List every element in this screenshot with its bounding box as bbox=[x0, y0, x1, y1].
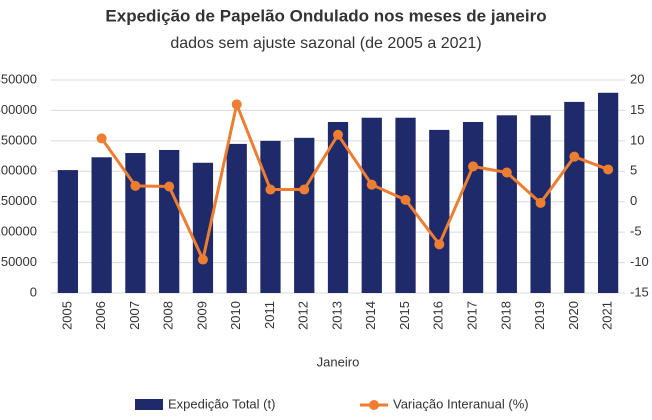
line-point bbox=[333, 129, 343, 140]
y-tick-label: 200000 bbox=[0, 163, 37, 178]
chart-subtitle: dados sem ajuste sazonal (de 2005 a 2021… bbox=[170, 35, 481, 52]
y-tick-label: 300000 bbox=[0, 102, 37, 117]
bar bbox=[125, 153, 146, 293]
line-point bbox=[400, 194, 411, 205]
y-tick-label: 350000 bbox=[0, 71, 37, 86]
x-tick-label: 2005 bbox=[59, 301, 74, 330]
line-point bbox=[501, 167, 512, 178]
legend-swatch bbox=[369, 400, 379, 410]
bar bbox=[361, 117, 382, 293]
bar bbox=[159, 149, 180, 293]
line bbox=[100, 99, 609, 265]
y2-tick-label: 0 bbox=[630, 193, 637, 208]
y-tick-label: 50000 bbox=[1, 254, 37, 269]
line-point bbox=[468, 161, 479, 172]
x-tick-label: 2016 bbox=[431, 301, 446, 330]
line-point bbox=[130, 180, 141, 191]
bar bbox=[564, 101, 585, 293]
line-point bbox=[434, 239, 445, 250]
line-point bbox=[535, 197, 546, 208]
line-point bbox=[164, 181, 175, 192]
chart-title: Expedição de Papelão Ondulado nos meses … bbox=[105, 6, 546, 25]
legend-label: Variação Interanual (%) bbox=[393, 396, 529, 411]
bar bbox=[192, 162, 214, 293]
line-point bbox=[231, 99, 242, 110]
line-point bbox=[265, 184, 276, 195]
bar bbox=[57, 170, 79, 293]
bar bbox=[327, 121, 349, 294]
x-tick-label: 2017 bbox=[464, 301, 479, 330]
x-tick-label: 2010 bbox=[228, 301, 243, 330]
bar bbox=[429, 129, 450, 293]
y-tick-label: 0 bbox=[30, 284, 37, 299]
y2-tick-label: 10 bbox=[630, 132, 644, 147]
x-tick-label: 2007 bbox=[127, 301, 142, 330]
y-tick-label: 250000 bbox=[0, 132, 37, 147]
x-tick-label: 2015 bbox=[397, 301, 412, 330]
line-point bbox=[366, 179, 377, 190]
x-tick-label: 2013 bbox=[329, 301, 344, 330]
x-tick-label: 2006 bbox=[93, 301, 108, 330]
bar bbox=[395, 117, 416, 293]
x-tick-label: 2009 bbox=[194, 301, 209, 330]
x-tick-label: 2012 bbox=[296, 301, 311, 330]
x-tick-label: 2021 bbox=[600, 301, 615, 330]
line-point bbox=[603, 164, 614, 175]
x-tick-label: 2011 bbox=[262, 301, 277, 329]
line-point bbox=[299, 184, 310, 195]
x-tick-label: 2014 bbox=[363, 301, 378, 330]
bar bbox=[462, 121, 484, 294]
x-tick-label: 2020 bbox=[566, 301, 581, 330]
bar bbox=[597, 92, 619, 293]
y-tick-label: 100000 bbox=[0, 224, 37, 239]
line-point bbox=[197, 254, 208, 265]
line-point bbox=[96, 133, 107, 144]
legend-label: Expedição Total (t) bbox=[168, 396, 275, 411]
y2-tick-label: 15 bbox=[630, 102, 644, 117]
bar bbox=[260, 140, 281, 293]
y2-tick-label: -10 bbox=[630, 254, 649, 269]
bar bbox=[91, 157, 112, 293]
y2-tick-label: -15 bbox=[630, 284, 649, 299]
x-tick-label: 2018 bbox=[498, 301, 513, 330]
y2-tick-label: 20 bbox=[630, 71, 644, 86]
x-axis-title: Janeiro bbox=[317, 354, 360, 369]
bar bbox=[294, 137, 315, 293]
y2-tick-label: 5 bbox=[630, 163, 637, 178]
line-point bbox=[569, 151, 580, 162]
bar bbox=[496, 115, 517, 293]
legend-swatch bbox=[135, 399, 163, 410]
bar bbox=[226, 143, 247, 293]
y-tick-label: 150000 bbox=[0, 193, 37, 208]
x-tick-label: 2008 bbox=[161, 301, 176, 330]
x-tick-label: 2019 bbox=[532, 301, 547, 330]
y2-tick-label: -5 bbox=[630, 224, 642, 239]
